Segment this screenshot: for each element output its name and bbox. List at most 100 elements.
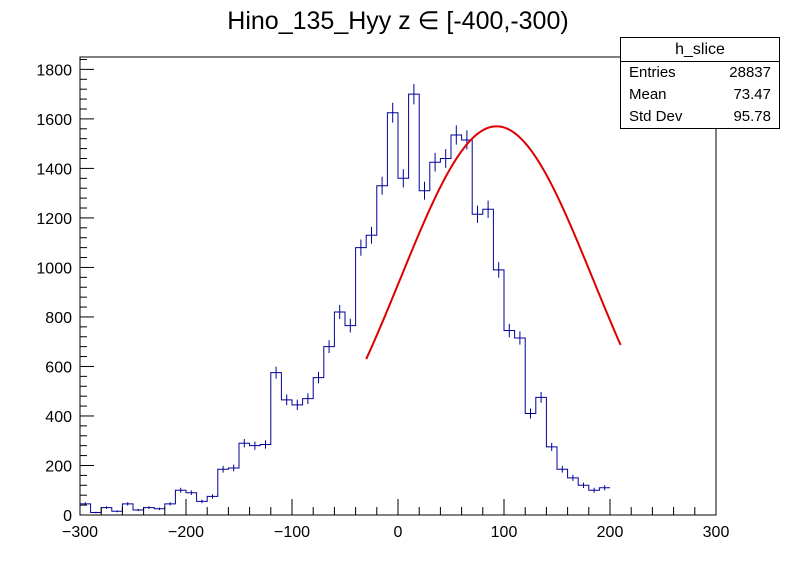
bin-bar (472, 214, 483, 515)
histogram-bin (493, 262, 504, 515)
y-tick-label: 1000 (36, 260, 72, 277)
histogram-bin (366, 226, 377, 515)
histogram-bin (557, 465, 568, 515)
bin-bar (313, 378, 324, 515)
histogram-bin (536, 392, 547, 515)
histogram-bin (589, 487, 600, 515)
bin-bar (599, 488, 610, 515)
histogram-bin (387, 102, 398, 515)
histogram-bin (519, 331, 521, 345)
histogram-bin (95, 511, 97, 514)
bin-bar (112, 511, 123, 515)
bin-bar (324, 347, 335, 515)
bin-bar (218, 469, 229, 515)
stats-title: h_slice (621, 38, 779, 62)
entries-label: Entries (629, 64, 676, 81)
histogram-bin (472, 205, 483, 515)
std-value: 95.78 (733, 108, 771, 125)
bin-bar (493, 270, 504, 515)
bin-bar (144, 508, 155, 515)
bin-bar (525, 413, 536, 515)
bin-bar (536, 397, 547, 515)
histogram-bin (345, 318, 356, 515)
bin-bar (271, 373, 282, 515)
y-tick-label: 1200 (36, 211, 72, 228)
bin-bar (366, 235, 377, 515)
bin-bar (345, 326, 356, 515)
bin-bar (165, 504, 176, 515)
histogram-bin (551, 442, 553, 452)
y-tick-label: 1600 (36, 112, 72, 129)
x-tick-label: 300 (703, 524, 730, 541)
y-tick-label: 400 (45, 409, 72, 426)
stats-box: h_slice Entries 28837 Mean 73.47 Std Dev… (620, 37, 780, 129)
bin-bar (175, 490, 186, 515)
mean-label: Mean (629, 86, 667, 103)
histogram-bin (356, 239, 367, 515)
bin-bar (101, 508, 112, 515)
histogram-bin (144, 506, 155, 515)
bin-bar (568, 478, 579, 515)
histogram-bin (339, 304, 341, 320)
bin-bar (207, 496, 218, 515)
histogram-bin (568, 474, 579, 515)
bin-bar (260, 444, 271, 515)
bin-bar (228, 468, 239, 515)
histogram-bin (84, 502, 86, 506)
bin-bar (377, 186, 388, 515)
histogram-bin (451, 125, 462, 515)
bin-bar (133, 510, 144, 515)
histogram-bin (525, 408, 536, 515)
bin-bar (387, 113, 398, 515)
x-tick-label: −200 (168, 524, 204, 541)
histogram-bin (409, 83, 420, 515)
histogram-bin (243, 438, 245, 448)
bin-bar (122, 504, 133, 515)
x-tick-label: 200 (597, 524, 624, 541)
bin-bar (398, 178, 409, 515)
x-tick-label: −300 (62, 524, 98, 541)
histogram-bin (122, 502, 133, 515)
mean-value: 73.47 (733, 86, 771, 103)
histogram-bin (228, 464, 239, 515)
histogram-bin (218, 465, 229, 515)
bin-bar (281, 400, 292, 515)
y-tick-label: 200 (45, 458, 72, 475)
histogram-bin (296, 399, 298, 411)
bin-bar (589, 490, 600, 515)
histogram-bin (271, 366, 282, 515)
y-tick-label: 1400 (36, 161, 72, 178)
bin-bar (250, 446, 261, 515)
bin-bar (186, 493, 197, 515)
histogram-bin (186, 490, 197, 515)
histogram-bin (324, 340, 335, 515)
histogram-bin (281, 394, 292, 515)
histogram-bin (483, 200, 494, 515)
bin-bar (557, 469, 568, 515)
y-tick-label: 1800 (36, 62, 72, 79)
histogram-bin (175, 487, 186, 515)
bin-bar (303, 399, 314, 515)
histogram-bin (424, 181, 425, 200)
bin-bar (356, 248, 367, 515)
histogram-bin (197, 499, 208, 515)
bin-bar (451, 135, 462, 515)
bin-bar (504, 331, 515, 515)
bin-bar (483, 209, 494, 515)
histogram-bin (583, 482, 584, 489)
fit-curve (365, 125, 622, 360)
histogram-bin (133, 508, 144, 515)
bin-bar (409, 94, 420, 515)
histogram-bin (434, 152, 436, 172)
histogram-bin (207, 494, 218, 515)
bin-bar (197, 501, 208, 515)
y-tick-label: 600 (45, 359, 72, 376)
x-tick-label: −100 (274, 524, 310, 541)
histogram-bin (250, 441, 261, 515)
histogram-bin (466, 130, 468, 150)
histogram-bin (165, 502, 176, 515)
y-tick-label: 0 (63, 508, 72, 525)
histogram-bin (599, 485, 610, 515)
x-tick-label: 100 (491, 524, 518, 541)
